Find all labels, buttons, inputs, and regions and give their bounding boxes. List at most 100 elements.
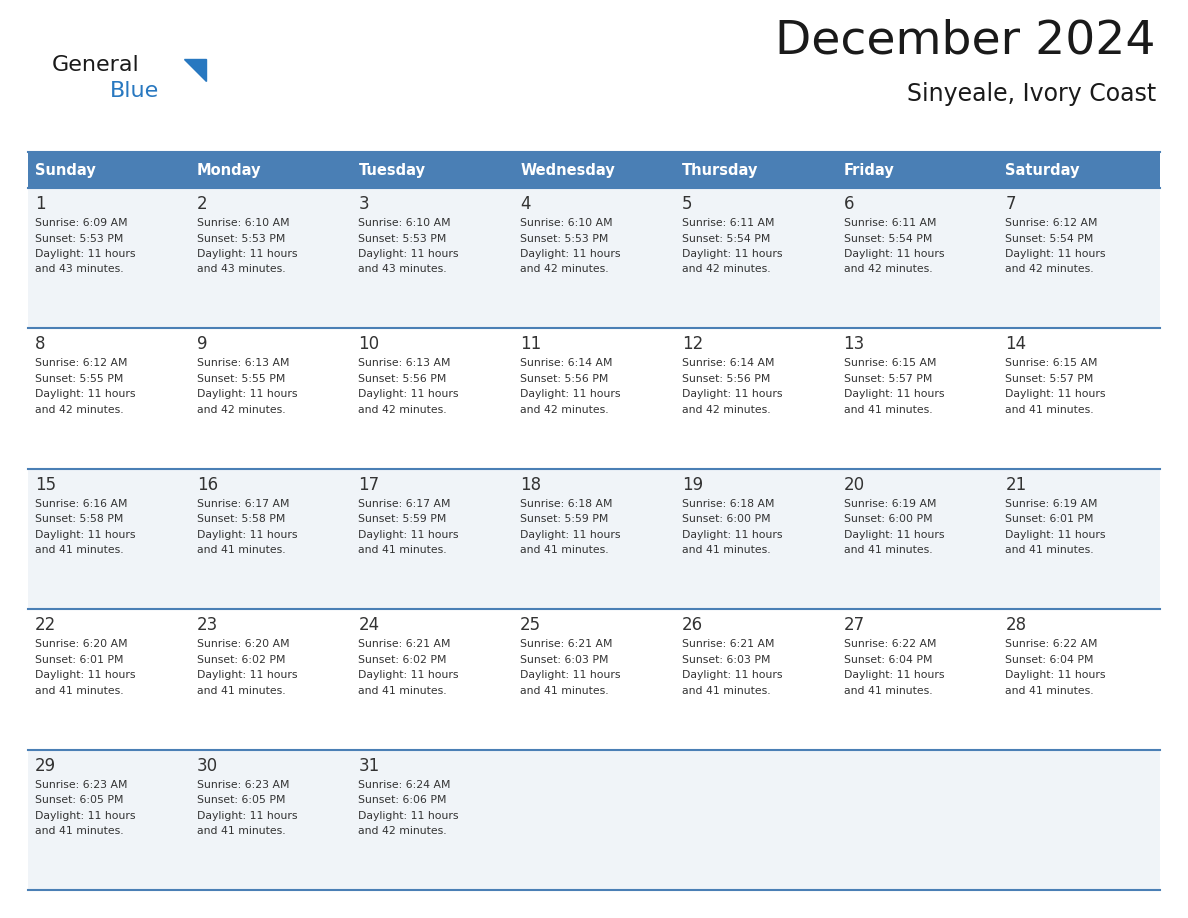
Text: 26: 26 <box>682 616 703 634</box>
Text: Daylight: 11 hours: Daylight: 11 hours <box>34 670 135 680</box>
Text: and 42 minutes.: and 42 minutes. <box>359 826 447 836</box>
Bar <box>675 188 836 329</box>
Text: Sunrise: 6:22 AM: Sunrise: 6:22 AM <box>1005 639 1098 649</box>
Bar <box>836 610 998 750</box>
Text: Sunset: 5:55 PM: Sunset: 5:55 PM <box>34 374 124 384</box>
Bar <box>29 469 190 610</box>
Text: Sunset: 5:54 PM: Sunset: 5:54 PM <box>843 233 931 243</box>
Text: Sunset: 5:59 PM: Sunset: 5:59 PM <box>359 514 447 524</box>
Text: and 41 minutes.: and 41 minutes. <box>520 686 608 696</box>
Text: and 43 minutes.: and 43 minutes. <box>359 264 447 274</box>
Text: Sunset: 5:56 PM: Sunset: 5:56 PM <box>682 374 770 384</box>
Bar <box>352 152 513 188</box>
Text: December 2024: December 2024 <box>776 18 1156 63</box>
Bar <box>836 152 998 188</box>
Bar <box>998 329 1159 469</box>
Text: Daylight: 11 hours: Daylight: 11 hours <box>843 670 944 680</box>
Bar <box>836 329 998 469</box>
Bar <box>998 610 1159 750</box>
Text: Sunrise: 6:15 AM: Sunrise: 6:15 AM <box>843 358 936 368</box>
Text: and 41 minutes.: and 41 minutes. <box>34 826 124 836</box>
Text: Sunrise: 6:15 AM: Sunrise: 6:15 AM <box>1005 358 1098 368</box>
Text: and 41 minutes.: and 41 minutes. <box>1005 545 1094 555</box>
Text: Sunset: 5:55 PM: Sunset: 5:55 PM <box>197 374 285 384</box>
Bar <box>352 329 513 469</box>
Text: and 41 minutes.: and 41 minutes. <box>1005 686 1094 696</box>
Text: Daylight: 11 hours: Daylight: 11 hours <box>359 249 459 259</box>
Text: 6: 6 <box>843 195 854 213</box>
Bar <box>513 750 675 890</box>
Text: and 43 minutes.: and 43 minutes. <box>197 264 285 274</box>
Bar <box>675 329 836 469</box>
Bar <box>675 610 836 750</box>
Bar <box>513 469 675 610</box>
Text: and 42 minutes.: and 42 minutes. <box>520 405 608 415</box>
Text: and 41 minutes.: and 41 minutes. <box>843 686 933 696</box>
Text: Sunrise: 6:18 AM: Sunrise: 6:18 AM <box>520 498 613 509</box>
Text: Sunset: 5:58 PM: Sunset: 5:58 PM <box>34 514 124 524</box>
Polygon shape <box>184 59 206 81</box>
Text: Daylight: 11 hours: Daylight: 11 hours <box>843 249 944 259</box>
Text: Sunset: 5:58 PM: Sunset: 5:58 PM <box>197 514 285 524</box>
Text: Sunrise: 6:10 AM: Sunrise: 6:10 AM <box>359 218 451 228</box>
Text: Sunrise: 6:10 AM: Sunrise: 6:10 AM <box>520 218 613 228</box>
Text: Sunset: 5:53 PM: Sunset: 5:53 PM <box>520 233 608 243</box>
Text: Sunset: 5:57 PM: Sunset: 5:57 PM <box>1005 374 1094 384</box>
Bar <box>836 469 998 610</box>
Text: 21: 21 <box>1005 476 1026 494</box>
Bar <box>29 188 190 329</box>
Text: 10: 10 <box>359 335 379 353</box>
Text: and 41 minutes.: and 41 minutes. <box>1005 405 1094 415</box>
Bar <box>675 750 836 890</box>
Bar <box>352 750 513 890</box>
Text: Sunset: 6:02 PM: Sunset: 6:02 PM <box>359 655 447 665</box>
Bar <box>513 610 675 750</box>
Text: Daylight: 11 hours: Daylight: 11 hours <box>1005 530 1106 540</box>
Text: 22: 22 <box>34 616 56 634</box>
Text: Sunrise: 6:11 AM: Sunrise: 6:11 AM <box>843 218 936 228</box>
Bar <box>352 610 513 750</box>
Text: Sunrise: 6:21 AM: Sunrise: 6:21 AM <box>682 639 775 649</box>
Text: Sunset: 5:53 PM: Sunset: 5:53 PM <box>197 233 285 243</box>
Text: 4: 4 <box>520 195 531 213</box>
Text: and 42 minutes.: and 42 minutes. <box>197 405 285 415</box>
Text: Daylight: 11 hours: Daylight: 11 hours <box>34 389 135 399</box>
Bar <box>513 329 675 469</box>
Text: Daylight: 11 hours: Daylight: 11 hours <box>682 670 783 680</box>
Text: Sunset: 6:03 PM: Sunset: 6:03 PM <box>520 655 608 665</box>
Text: 17: 17 <box>359 476 379 494</box>
Text: and 42 minutes.: and 42 minutes. <box>843 264 933 274</box>
Text: Daylight: 11 hours: Daylight: 11 hours <box>197 670 297 680</box>
Bar <box>190 610 352 750</box>
Bar <box>675 469 836 610</box>
Text: and 41 minutes.: and 41 minutes. <box>359 686 447 696</box>
Text: Tuesday: Tuesday <box>359 162 425 177</box>
Text: Sunset: 5:53 PM: Sunset: 5:53 PM <box>34 233 124 243</box>
Text: Daylight: 11 hours: Daylight: 11 hours <box>843 530 944 540</box>
Text: Daylight: 11 hours: Daylight: 11 hours <box>34 530 135 540</box>
Text: and 41 minutes.: and 41 minutes. <box>843 545 933 555</box>
Text: and 41 minutes.: and 41 minutes. <box>682 545 771 555</box>
Text: Daylight: 11 hours: Daylight: 11 hours <box>520 249 620 259</box>
Text: Sunset: 6:02 PM: Sunset: 6:02 PM <box>197 655 285 665</box>
Text: Sunset: 6:04 PM: Sunset: 6:04 PM <box>843 655 933 665</box>
Text: Daylight: 11 hours: Daylight: 11 hours <box>682 530 783 540</box>
Text: 11: 11 <box>520 335 542 353</box>
Text: and 41 minutes.: and 41 minutes. <box>34 545 124 555</box>
Bar <box>190 152 352 188</box>
Text: Daylight: 11 hours: Daylight: 11 hours <box>197 811 297 821</box>
Bar <box>29 329 190 469</box>
Text: 14: 14 <box>1005 335 1026 353</box>
Bar <box>998 188 1159 329</box>
Text: Sunrise: 6:14 AM: Sunrise: 6:14 AM <box>520 358 613 368</box>
Text: 8: 8 <box>34 335 45 353</box>
Text: Daylight: 11 hours: Daylight: 11 hours <box>359 670 459 680</box>
Text: and 42 minutes.: and 42 minutes. <box>34 405 124 415</box>
Text: 31: 31 <box>359 756 380 775</box>
Text: Sunset: 6:06 PM: Sunset: 6:06 PM <box>359 795 447 805</box>
Bar <box>190 329 352 469</box>
Text: and 43 minutes.: and 43 minutes. <box>34 264 124 274</box>
Text: Sunset: 6:00 PM: Sunset: 6:00 PM <box>682 514 771 524</box>
Text: Sunrise: 6:16 AM: Sunrise: 6:16 AM <box>34 498 127 509</box>
Text: and 41 minutes.: and 41 minutes. <box>197 545 285 555</box>
